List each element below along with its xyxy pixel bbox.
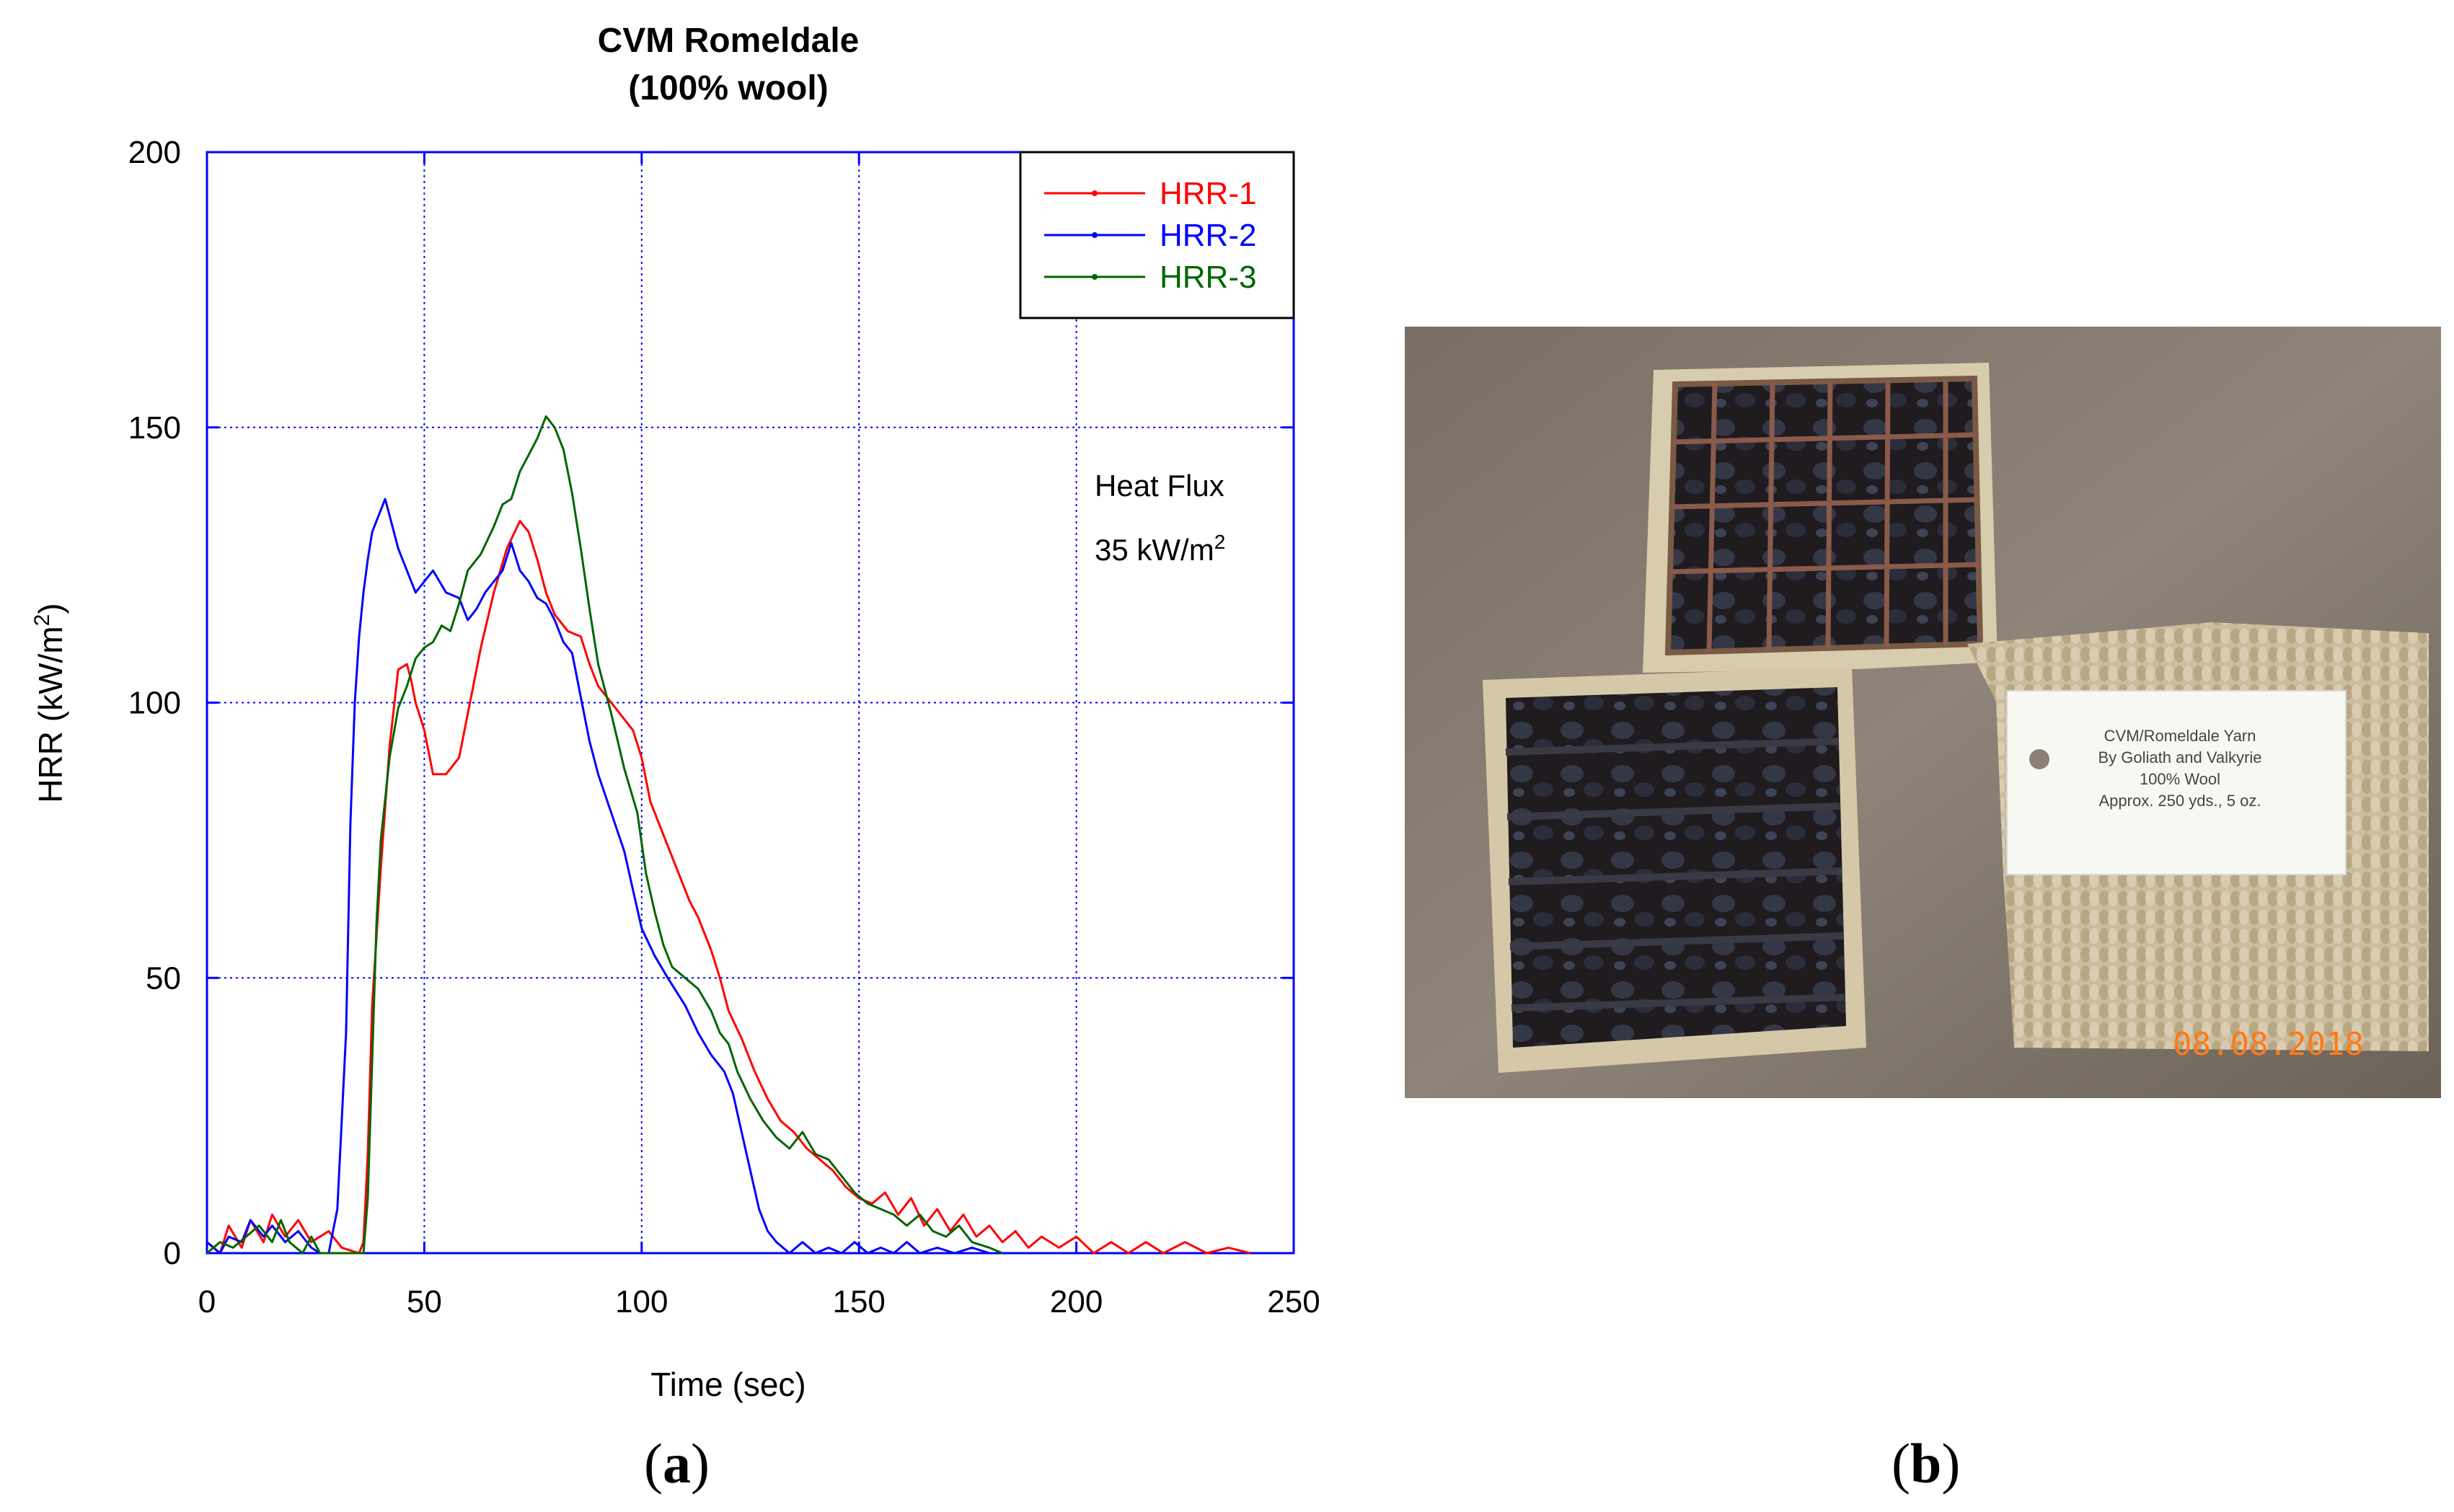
y-tick-label: 0 [164, 1236, 181, 1271]
y-tick-label: 100 [128, 686, 181, 721]
heat-flux-exponent: 2 [1214, 531, 1226, 553]
heat-flux-value: 35 kW/m2 [1095, 531, 1225, 567]
series-line-hrr-2 [206, 498, 990, 1255]
caption-b: (b) [1892, 1432, 1961, 1495]
tag-line: By Goliath and Valkyrie [2098, 748, 2261, 766]
x-tick-label: 250 [1267, 1284, 1320, 1319]
heat-flux-value-text: 35 kW/m [1095, 533, 1214, 567]
legend-label-hrr-2: HRR-2 [1160, 218, 1256, 253]
y-tick-label: 200 [128, 135, 181, 170]
hrr-chart: CVM Romeldale (100% wool) 0 50 100 150 200 25… [30, 22, 1320, 1403]
chart-title-line1: CVM Romeldale [598, 22, 860, 60]
series-line-hrr-1 [206, 520, 1251, 1255]
legend-label-hrr-1: HRR-1 [1160, 176, 1256, 211]
tag-line: CVM/Romeldale Yarn [2104, 727, 2256, 745]
caption-a: (a) [644, 1432, 710, 1495]
y-axis-label: HRR (kW/m2) [30, 603, 69, 803]
burnt-sample-bottom [1483, 667, 1866, 1073]
heat-flux-label: Heat Flux [1095, 469, 1224, 503]
x-tick-label: 0 [198, 1284, 216, 1319]
y-axis-label-exponent: 2 [30, 614, 54, 627]
x-tick-label: 100 [615, 1284, 668, 1319]
axis-ticks: 0 50 100 150 200 250 0 50 100 150 200 [128, 135, 1320, 1319]
legend-marker-hrr-1 [1092, 190, 1098, 196]
chart-title-line2: (100% wool) [628, 69, 828, 107]
burnt-sample-top [1643, 363, 1998, 673]
y-tick-label: 50 [146, 960, 181, 996]
y-axis-label-suffix: ) [32, 603, 69, 614]
yarn-tag: CVM/Romeldale Yarn By Goliath and Valkyri… [2006, 690, 2347, 875]
x-tick-label: 50 [407, 1284, 442, 1319]
tag-line: Approx. 250 yds., 5 oz. [2098, 792, 2261, 810]
date-stamp: 08.08.2018 [2173, 1026, 2364, 1063]
caption-b-letter: b [1910, 1432, 1942, 1495]
y-tick-label: 150 [128, 410, 181, 446]
x-axis-label: Time (sec) [650, 1366, 806, 1403]
series-line-hrr-3 [206, 415, 1003, 1255]
y-axis-label-prefix: HRR (kW/m [32, 626, 69, 803]
x-tick-label: 200 [1050, 1284, 1103, 1319]
series-lines [206, 415, 1251, 1255]
sample-photo: CVM/Romeldale Yarn By Goliath and Valkyri… [1405, 327, 2441, 1098]
caption-a-letter: a [662, 1432, 691, 1495]
legend-marker-hrr-2 [1092, 232, 1098, 238]
grid-lines [207, 152, 1294, 1253]
legend-marker-hrr-3 [1092, 274, 1098, 280]
x-tick-label: 150 [832, 1284, 885, 1319]
legend: HRR-1 HRR-2 HRR-3 [1019, 151, 1295, 319]
tag-line: 100% Wool [2140, 770, 2220, 788]
legend-label-hrr-3: HRR-3 [1160, 260, 1256, 295]
